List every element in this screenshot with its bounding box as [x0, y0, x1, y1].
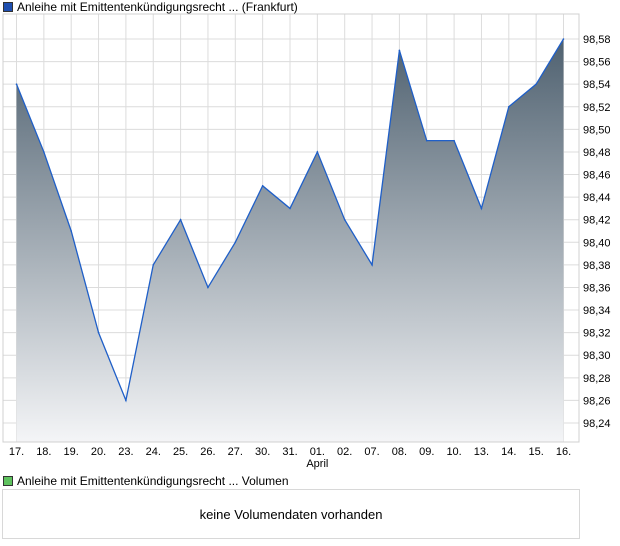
- x-tick-label: 20.: [91, 446, 106, 458]
- price-legend: Anleihe mit Emittentenkündigungsrecht ..…: [3, 0, 298, 14]
- data-point: [234, 241, 237, 244]
- volume-legend: Anleihe mit Emittentenkündigungsrecht ..…: [3, 474, 289, 488]
- y-tick-label: 98,34: [583, 305, 611, 317]
- y-tick-label: 98,36: [583, 282, 611, 294]
- x-tick-label: 09.: [419, 446, 434, 458]
- price-legend-label: Anleihe mit Emittentenkündigungsrecht ..…: [17, 0, 298, 14]
- y-tick-label: 98,48: [583, 147, 611, 159]
- y-tick-label: 98,58: [583, 34, 611, 46]
- y-tick-label: 98,42: [583, 215, 611, 227]
- x-tick-label: 02.: [337, 446, 352, 458]
- data-point: [562, 38, 565, 40]
- x-tick-label: 31.: [282, 446, 297, 458]
- y-tick-label: 98,50: [583, 124, 611, 136]
- data-point: [535, 83, 537, 85]
- y-tick-label: 98,44: [583, 192, 611, 204]
- data-point: [398, 49, 401, 52]
- y-tick-label: 98,52: [583, 102, 611, 114]
- data-point: [15, 83, 18, 85]
- y-tick-label: 98,32: [583, 328, 611, 340]
- data-point: [179, 218, 182, 221]
- y-tick-label: 98,28: [583, 373, 611, 385]
- price-legend-swatch: [3, 2, 13, 12]
- data-point: [371, 264, 373, 266]
- x-tick-label: 26.: [200, 446, 215, 458]
- x-tick-label: 01.: [310, 446, 325, 458]
- y-tick-label: 98,40: [583, 237, 611, 249]
- x-tick-label: 25.: [173, 446, 188, 458]
- data-point: [453, 139, 455, 142]
- x-tick-label: 10.: [446, 446, 461, 458]
- price-area: [16, 39, 564, 442]
- x-tick-label: 16.: [556, 446, 571, 458]
- x-tick-label: 17.: [9, 446, 24, 458]
- y-tick-label: 98,46: [583, 170, 611, 182]
- price-chart: 98,58 98,56 98,54 98,52 98,50 98,48 98,46 98,44…: [2, 13, 611, 470]
- x-tick-label: 18.: [36, 446, 51, 458]
- x-tick-label: 15.: [529, 446, 544, 458]
- data-point: [152, 264, 155, 266]
- data-point: [480, 207, 483, 210]
- data-point: [125, 399, 127, 402]
- data-point: [261, 185, 264, 187]
- x-tick-label: 08.: [392, 446, 407, 458]
- x-tick-label: 19.: [64, 446, 79, 458]
- y-tick-label: 98,56: [583, 57, 611, 69]
- y-tick-label: 98,54: [583, 79, 611, 91]
- x-tick-label: 07.: [364, 446, 379, 458]
- x-tick-label: 23.: [118, 446, 133, 458]
- x-tick-label: 27.: [228, 446, 243, 458]
- y-tick-label: 98,26: [583, 395, 611, 407]
- month-label: April: [306, 458, 328, 470]
- y-tick-label: 98,38: [583, 260, 611, 272]
- data-point: [508, 105, 510, 108]
- x-tick-label: 13.: [474, 446, 489, 458]
- volume-legend-label: Anleihe mit Emittentenkündigungsrecht ..…: [17, 474, 289, 488]
- x-tick-label: 14.: [501, 446, 516, 458]
- data-point: [425, 139, 428, 142]
- data-point: [343, 218, 346, 221]
- data-point: [70, 230, 72, 232]
- y-tick-label: 98,30: [583, 350, 611, 362]
- data-point: [289, 207, 291, 210]
- volume-panel: keine Volumendaten vorhanden: [2, 489, 580, 539]
- y-tick-label: 98,24: [583, 418, 611, 430]
- data-point: [97, 331, 100, 334]
- data-point: [43, 151, 45, 153]
- data-point: [207, 286, 209, 289]
- x-tick-label: 30.: [255, 446, 270, 458]
- x-tick-label: 24.: [146, 446, 161, 458]
- volume-legend-swatch: [3, 476, 13, 486]
- plot-border: [2, 13, 580, 443]
- no-volume-message: keine Volumendaten vorhanden: [199, 506, 383, 522]
- data-point: [316, 151, 319, 153]
